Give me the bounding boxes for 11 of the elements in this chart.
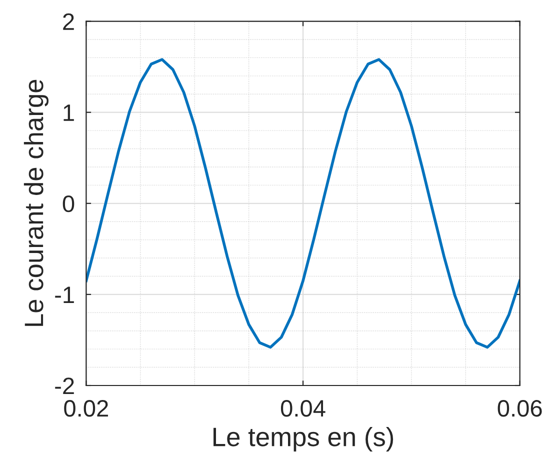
y-tick-label: -1: [55, 286, 74, 303]
x-axis-title: Le temps en (s): [214, 426, 394, 452]
x-tick-label: 0.06: [498, 400, 542, 417]
y-axis-title: Le courant de charge: [24, 80, 49, 326]
y-tick-label: -2: [55, 378, 74, 394]
y-tick-label: 1: [64, 104, 74, 121]
y-tick-label: 2: [63, 13, 74, 30]
x-tick-label: 0.02: [64, 400, 108, 417]
y-tick-label: 0: [62, 195, 74, 212]
line-series: [86, 58, 520, 349]
x-tick-label: 0.04: [280, 400, 326, 417]
